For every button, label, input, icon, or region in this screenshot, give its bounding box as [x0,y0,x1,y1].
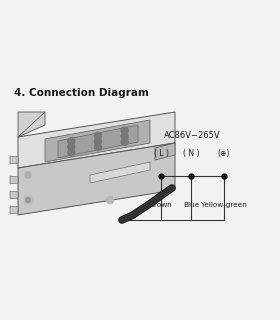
Circle shape [68,149,75,156]
Text: Yellow-green: Yellow-green [201,202,247,208]
Circle shape [25,172,31,179]
Polygon shape [45,120,150,162]
Text: ( L ): ( L ) [153,149,169,158]
Polygon shape [90,162,150,183]
Text: AC86V−265V: AC86V−265V [164,131,221,140]
Polygon shape [10,156,18,164]
Circle shape [25,197,31,203]
Polygon shape [58,125,138,158]
Text: Blue: Blue [183,202,199,208]
Polygon shape [18,112,175,168]
Circle shape [121,127,128,134]
Text: 4. Connection Diagram: 4. Connection Diagram [14,88,149,98]
Circle shape [94,144,101,151]
Circle shape [94,132,101,139]
Polygon shape [10,176,18,184]
Circle shape [94,138,101,145]
Text: Brown: Brown [150,202,172,208]
Circle shape [23,195,33,205]
Text: ( N ): ( N ) [183,149,199,158]
Polygon shape [18,112,45,137]
Text: (⊕): (⊕) [218,149,230,158]
Polygon shape [18,143,175,215]
Polygon shape [10,206,18,214]
Circle shape [121,138,128,145]
Circle shape [106,196,114,204]
Circle shape [121,133,128,140]
Polygon shape [155,143,175,160]
Polygon shape [10,191,18,199]
Circle shape [68,138,75,145]
Circle shape [68,143,75,150]
